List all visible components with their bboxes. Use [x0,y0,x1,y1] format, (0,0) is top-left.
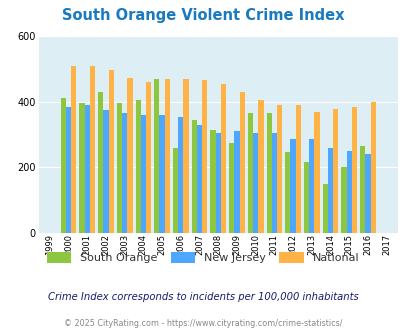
Bar [364,154,370,233]
Bar [103,110,108,233]
Text: South Orange Violent Crime Index: South Orange Violent Crime Index [62,8,343,23]
Bar [127,78,132,233]
Bar [276,105,281,233]
Bar [117,103,122,233]
Bar [141,115,146,233]
Bar [252,133,258,233]
Bar [71,66,76,233]
Bar [271,133,276,233]
Text: Crime Index corresponds to incidents per 100,000 inhabitants: Crime Index corresponds to incidents per… [47,292,358,302]
Bar [327,148,333,233]
Bar [84,105,90,233]
Bar [295,105,300,233]
Bar [79,103,84,233]
Bar [290,139,295,233]
Bar [210,130,215,233]
Bar [258,100,263,233]
Bar [215,133,220,233]
Bar [164,80,170,233]
Bar [66,107,71,233]
Bar [60,98,66,233]
Bar [313,112,319,233]
Bar [322,183,327,233]
Bar [146,82,151,233]
Bar [196,125,202,233]
Bar [228,143,234,233]
Bar [351,107,356,233]
Bar [239,92,244,233]
Bar [333,109,337,233]
Bar [122,113,127,233]
Bar [202,81,207,233]
Bar [178,117,183,233]
Bar [183,79,188,233]
Bar [247,113,252,233]
Bar [370,102,375,233]
Bar [108,70,113,233]
Bar [154,79,159,233]
Bar [359,146,364,233]
Bar [341,167,346,233]
Bar [346,151,351,233]
Text: © 2025 CityRating.com - https://www.cityrating.com/crime-statistics/: © 2025 CityRating.com - https://www.city… [64,319,341,328]
Bar [303,162,309,233]
Bar [135,100,141,233]
Bar [266,113,271,233]
Bar [309,139,313,233]
Bar [173,148,178,233]
Bar [90,66,95,233]
Bar [159,115,164,233]
Bar [98,92,103,233]
Legend: South Orange, New Jersey, National: South Orange, New Jersey, National [47,252,358,263]
Bar [285,152,290,233]
Bar [220,84,226,233]
Bar [191,120,196,233]
Bar [234,131,239,233]
